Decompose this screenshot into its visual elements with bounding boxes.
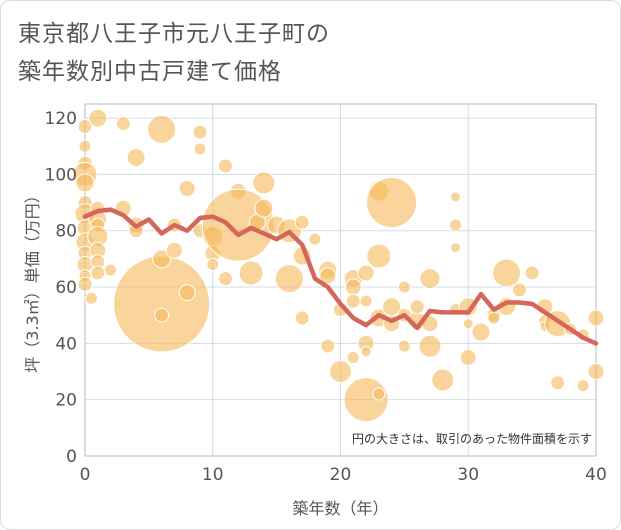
y-tick-label: 100 (45, 165, 77, 185)
bubble-point (178, 284, 196, 302)
x-tick-label: 10 (202, 465, 224, 485)
bubble-point (152, 249, 172, 269)
bubble-point (308, 232, 322, 246)
bubble-point (90, 265, 106, 281)
bubble-point (357, 264, 375, 282)
bubble-point (254, 198, 274, 218)
bubble-point (75, 173, 95, 193)
y-tick-label: 60 (55, 278, 77, 298)
bubble-point (459, 348, 477, 366)
bubble-point (409, 299, 425, 315)
bubble-point (320, 338, 336, 354)
chart-title-line-1: 東京都八王子市元八王子町の (18, 21, 330, 47)
bubble-point (77, 276, 93, 292)
bubble-point (147, 114, 177, 144)
bubble-point (115, 116, 131, 132)
tick-layer: 0 20 40 60 80 100 120 0 10 20 30 40 (45, 109, 607, 485)
bubble-point (397, 280, 411, 294)
bubble-point (206, 258, 220, 272)
bubble-point (113, 255, 211, 353)
bubble-point (360, 346, 372, 358)
bubble-point (576, 379, 590, 393)
bubble-point (319, 267, 337, 285)
x-axis-title: 築年数（年） (292, 499, 388, 518)
bubble-point (274, 264, 304, 294)
bubble-point (487, 311, 501, 325)
bubble-point (104, 263, 118, 277)
bubble-point (218, 271, 234, 287)
bubble-point (193, 142, 207, 156)
bubble-point (359, 294, 373, 308)
chart-title-line-2: 築年数別中古戸建て価格 (18, 59, 282, 85)
bubble-point (366, 243, 392, 269)
bubble-point (419, 268, 441, 290)
y-tick-label: 80 (55, 222, 77, 242)
bubble-point (397, 339, 411, 353)
bubble-point (418, 334, 442, 358)
bubble-point (587, 363, 605, 381)
bubble-point (449, 191, 461, 203)
bubble-point (431, 368, 455, 392)
bubble-layer (72, 108, 605, 423)
bubble-point (449, 242, 461, 254)
bubble-point (329, 360, 352, 384)
x-tick-label: 40 (585, 465, 607, 485)
y-tick-label: 40 (55, 334, 77, 354)
y-axis-title: 坪（3.3㎡）単価（万円） (23, 187, 42, 372)
y-tick-label: 120 (45, 109, 77, 129)
bubble-point (154, 307, 170, 323)
bubble-point (372, 387, 386, 401)
bubble-point (471, 322, 491, 342)
bubble-point (366, 177, 418, 229)
x-tick-label: 20 (330, 465, 352, 485)
bubble-point (238, 260, 264, 286)
bubble-point (165, 241, 183, 259)
bubble-point (252, 171, 276, 195)
bubble-point (345, 293, 361, 309)
bubble-point (462, 318, 474, 330)
bubble-point (294, 310, 310, 326)
bubble-point (448, 218, 462, 232)
y-tick-label: 0 (66, 447, 77, 467)
bubble-point (88, 108, 108, 128)
bubble-point (218, 158, 234, 174)
x-tick-label: 0 (80, 465, 91, 485)
trend-line (82, 207, 599, 346)
bubble-point (192, 124, 208, 140)
trend-layer (82, 207, 599, 346)
x-tick-label: 30 (457, 465, 479, 485)
bubble-point (511, 282, 527, 298)
size-note: 円の大きさは、取引のあった物件面積を示す (352, 431, 592, 446)
bubble-point (178, 179, 196, 197)
bubble-point (550, 375, 566, 391)
bubble-point (346, 350, 360, 364)
bubble-point (126, 148, 146, 168)
bubble-point (77, 119, 93, 135)
y-tick-label: 20 (55, 391, 77, 411)
bubble-point (344, 278, 362, 296)
bubble-point (294, 214, 310, 230)
bubble-point (84, 291, 98, 305)
bubble-point (78, 139, 92, 153)
bubble-point (492, 258, 522, 288)
bubble-point (587, 309, 605, 327)
bubble-point (524, 265, 540, 281)
